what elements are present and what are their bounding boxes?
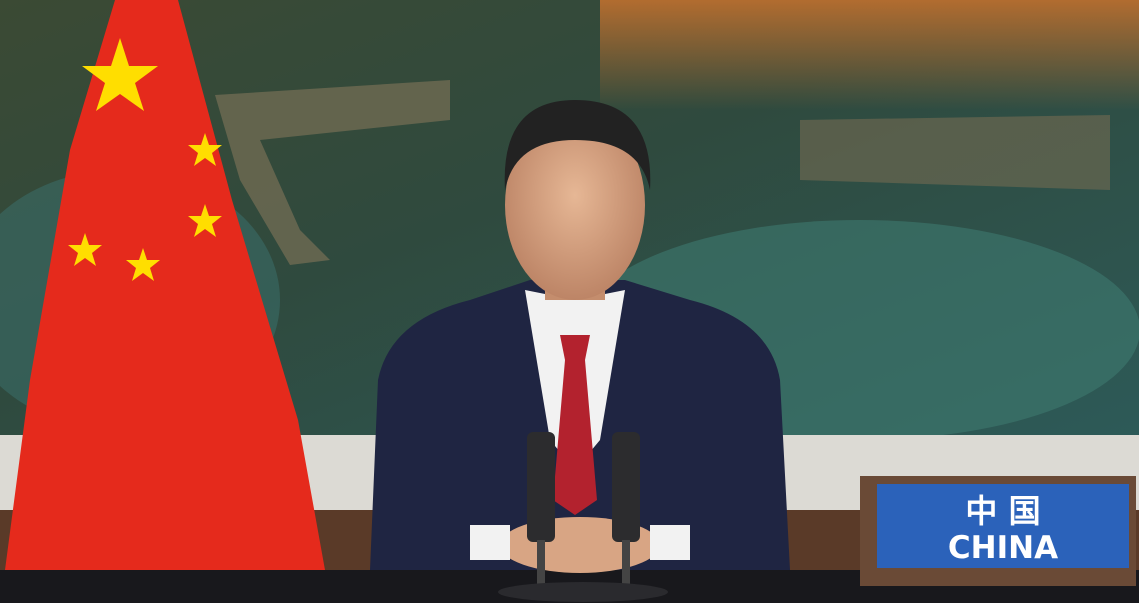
flag-star <box>188 133 222 166</box>
great-wall <box>800 115 1110 190</box>
painting-sunset <box>600 0 1139 110</box>
nameplate-english: CHINA <box>948 530 1058 566</box>
nameplate-chinese: 中 国 <box>965 492 1040 530</box>
microphone-stand <box>537 540 545 590</box>
great-wall <box>215 80 450 265</box>
tie <box>553 335 597 515</box>
flag-star <box>68 233 102 266</box>
flag-star <box>82 38 158 111</box>
microphone <box>612 432 640 542</box>
flag-star <box>126 248 160 281</box>
cuff <box>650 525 690 560</box>
flag <box>5 0 325 570</box>
hair <box>504 100 651 190</box>
microphone-stand <box>622 540 630 590</box>
microphone-base <box>498 582 668 602</box>
cuff <box>470 525 510 560</box>
flag-star <box>188 204 222 237</box>
microphone <box>527 432 555 542</box>
face <box>505 110 645 300</box>
nameplate <box>877 484 1129 568</box>
